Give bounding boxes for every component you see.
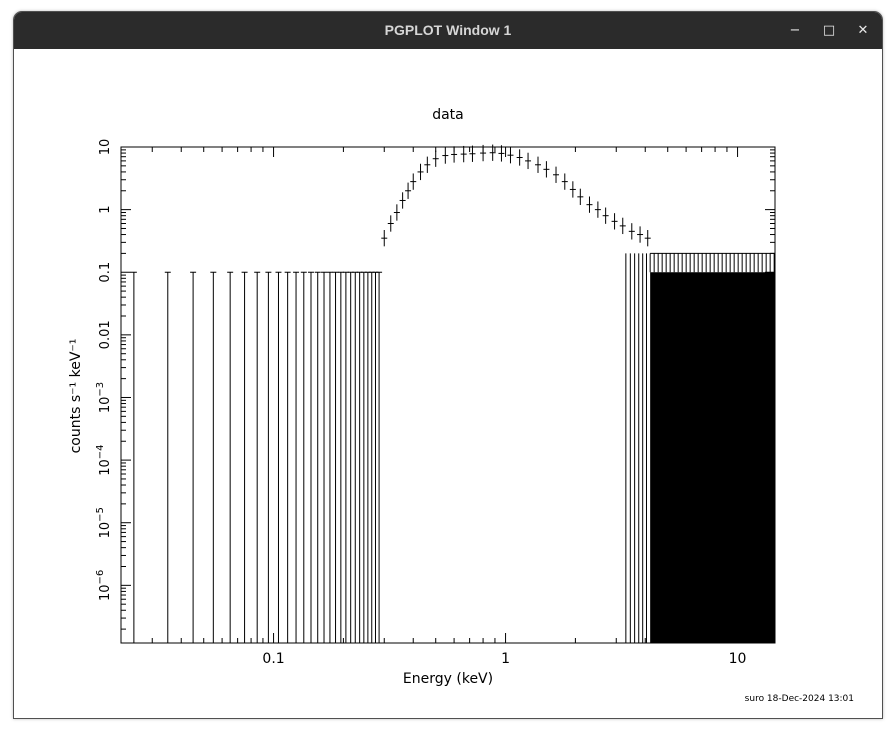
chart-title: data (432, 107, 464, 123)
pgplot-window: PGPLOT Window 1 − □ ✕ data 0.1 1 10 10 1 0.1… (13, 11, 883, 719)
spectrum-chart: data 0.1 1 10 10 1 0.1 0.01 10−3 10−4 10−5 10−6 E… (68, 107, 854, 704)
maximize-button[interactable]: □ (822, 23, 836, 38)
title-bar[interactable]: PGPLOT Window 1 − □ ✕ (14, 12, 882, 49)
x-tick-label: 1 (501, 651, 510, 667)
close-button[interactable]: ✕ (857, 23, 869, 38)
x-axis-label: Energy (keV) (403, 671, 493, 687)
x-tick-label: 10 (729, 651, 747, 667)
y-tick-label: 10−5 (95, 507, 113, 538)
y-tick-label: 0.01 (98, 320, 113, 349)
y-tick-label: 10−3 (95, 382, 113, 413)
minimize-button[interactable]: − (789, 23, 801, 38)
y-tick-label: 1 (98, 205, 113, 213)
x-tick-label: 0.1 (262, 651, 284, 667)
data-marks (130, 144, 775, 643)
y-tick-label: 10 (98, 139, 113, 156)
high-energy-band (650, 272, 775, 643)
y-tick-label: 10−6 (95, 570, 113, 601)
window-title: PGPLOT Window 1 (384, 22, 512, 38)
y-tick-label: 0.1 (98, 262, 113, 283)
timestamp-label: suro 18-Dec-2024 13:01 (745, 694, 854, 704)
x-axis: 0.1 1 10 (151, 147, 747, 667)
y-axis-label: counts s⁻¹ keV⁻¹ (68, 339, 84, 454)
y-tick-label: 10−4 (95, 444, 113, 475)
plot-canvas: data 0.1 1 10 10 1 0.1 0.01 10−3 10−4 10−5 10−6 E… (14, 49, 882, 718)
